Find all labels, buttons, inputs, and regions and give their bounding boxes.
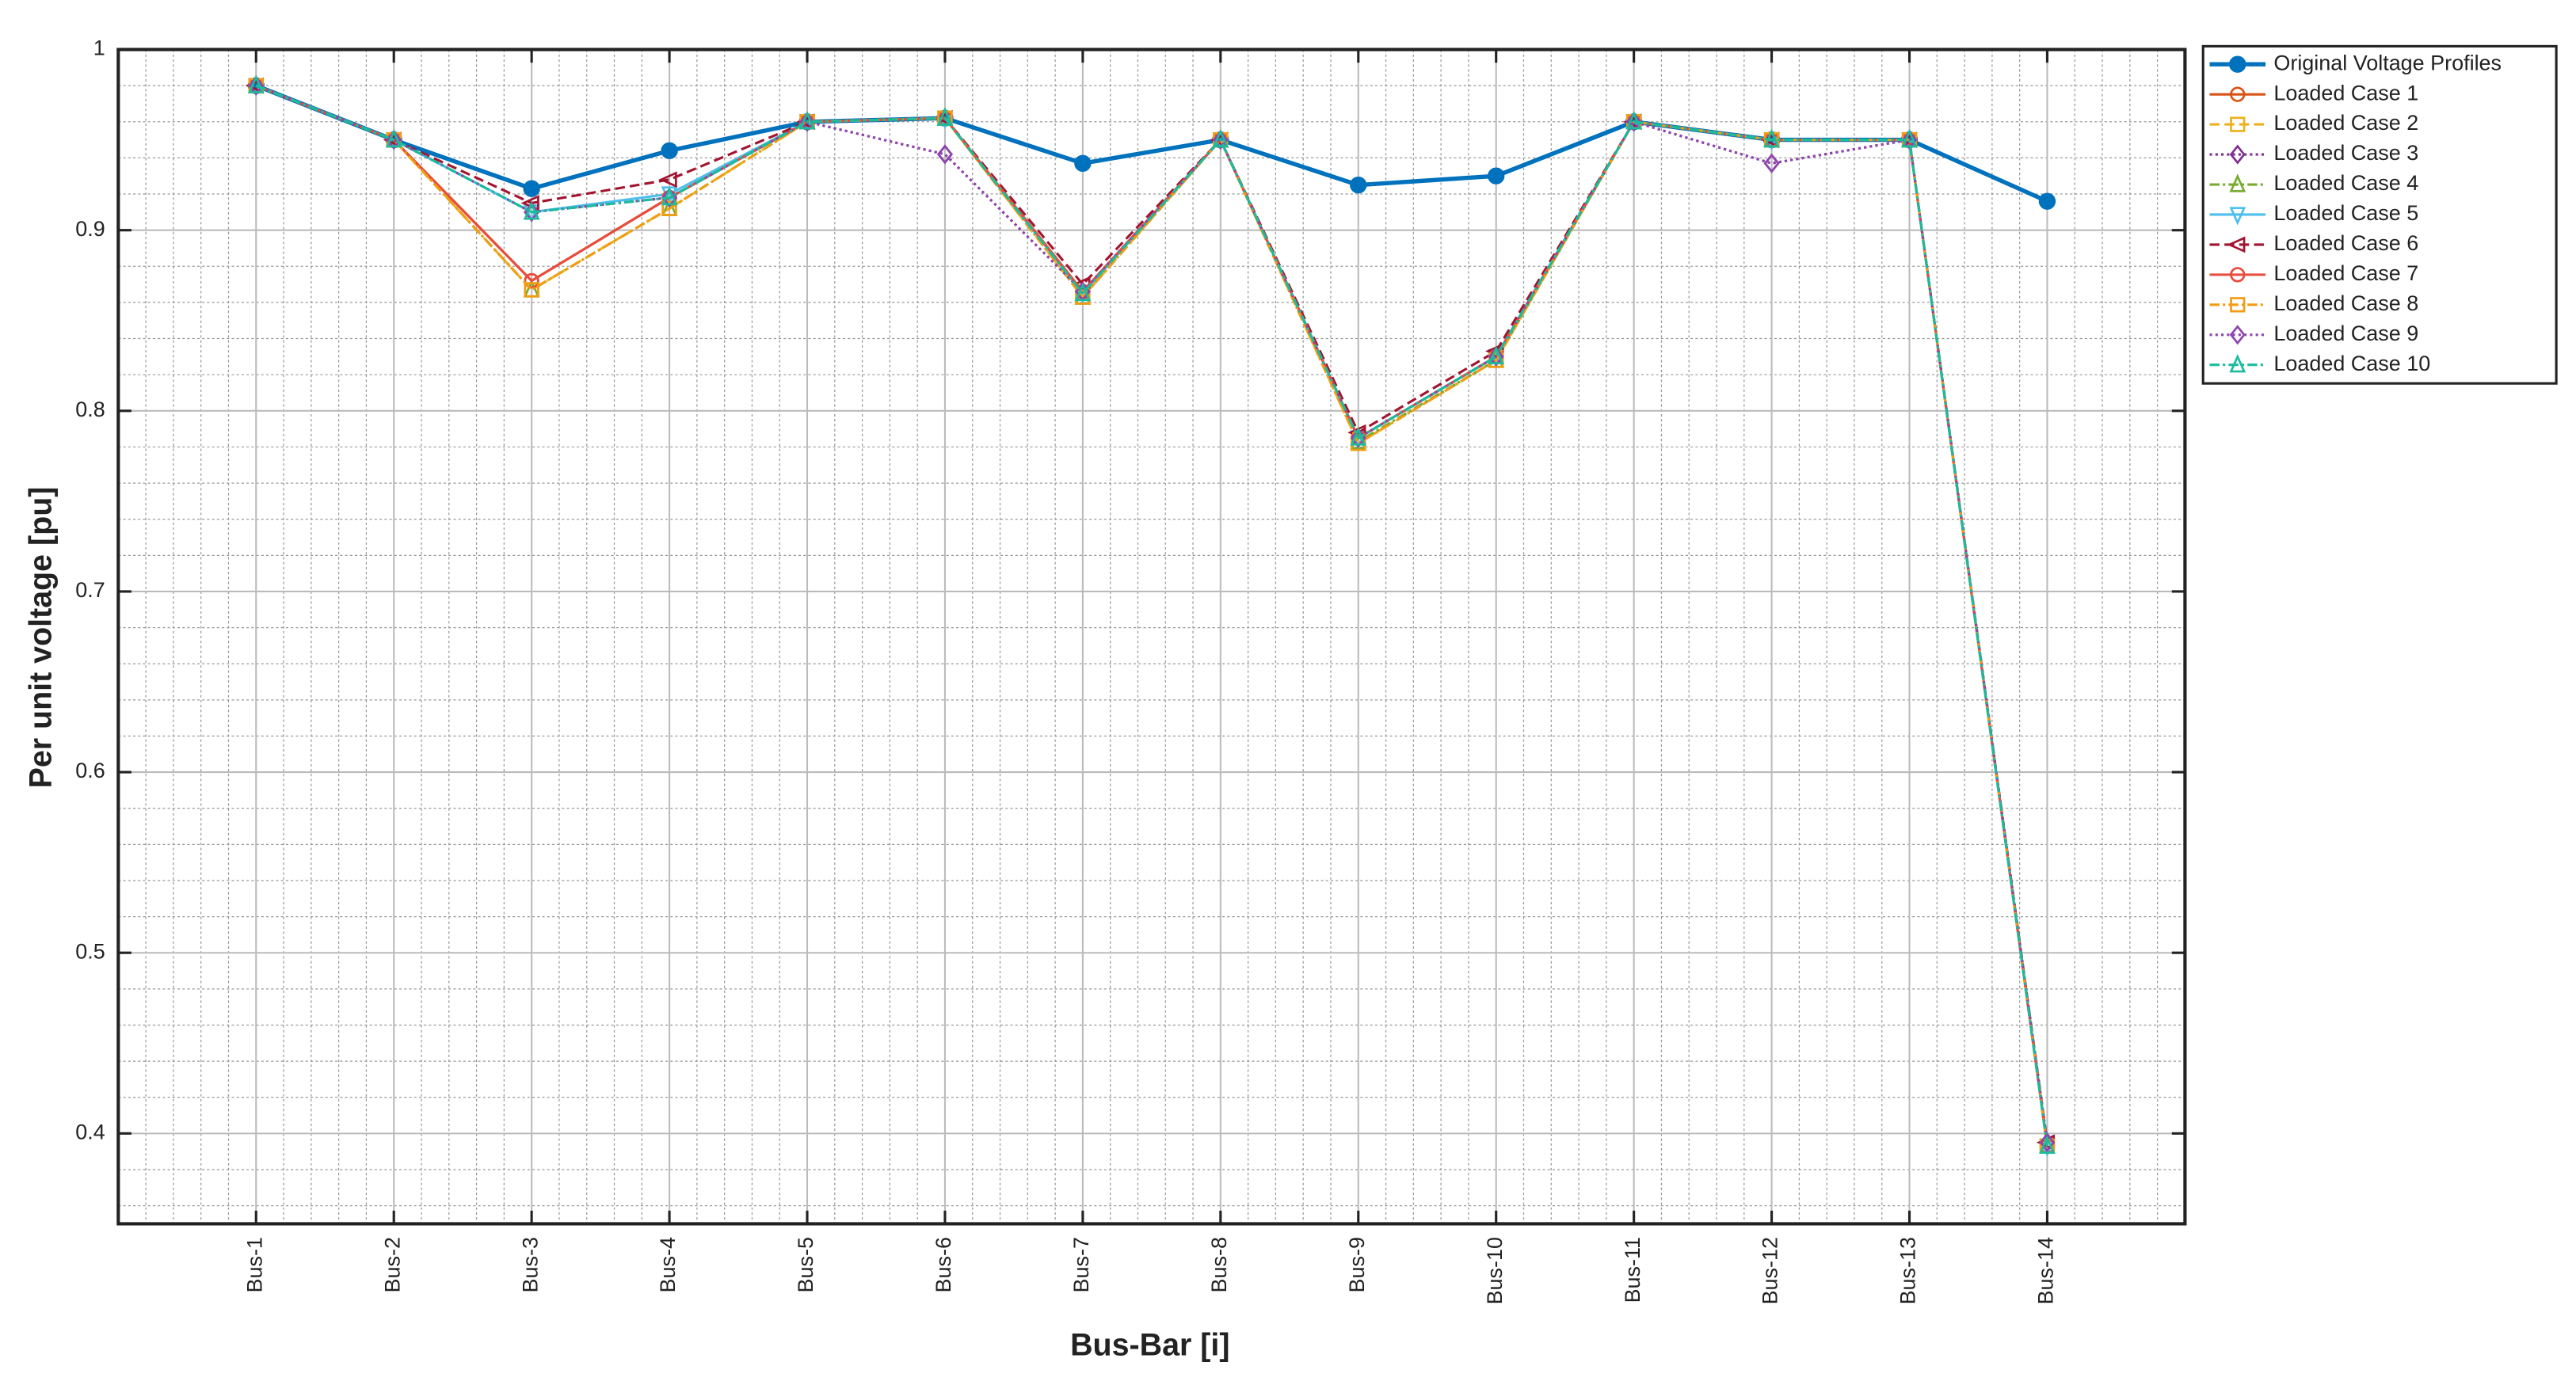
legend-label: Loaded Case 1 <box>2273 81 2418 105</box>
x-tick-label: Bus-4 <box>656 1237 680 1292</box>
marker <box>658 171 677 188</box>
marker <box>2038 192 2056 210</box>
marker <box>1488 167 1505 185</box>
marker <box>247 74 265 93</box>
y-tick-label: 1 <box>93 36 105 60</box>
x-tick-label: Bus-3 <box>518 1237 542 1292</box>
legend-label: Loaded Case 6 <box>2273 231 2418 255</box>
marker <box>1763 153 1780 173</box>
plot <box>245 74 2056 1158</box>
marker <box>2229 55 2246 73</box>
marker <box>385 128 402 148</box>
y-tick-label: 0.8 <box>75 398 105 421</box>
marker <box>2230 86 2246 102</box>
marker <box>2230 297 2246 313</box>
marker <box>386 130 402 150</box>
marker <box>1074 282 1092 302</box>
marker <box>2230 116 2246 132</box>
y-tick-label: 0.7 <box>75 578 105 602</box>
series-line <box>255 84 2048 1143</box>
marker <box>1488 346 1504 367</box>
marker <box>2227 236 2246 253</box>
legend-label: Loaded Case 7 <box>2273 261 2418 285</box>
legend-label: Original Voltage Profiles <box>2273 51 2502 74</box>
marker <box>1625 111 1643 130</box>
marker <box>524 272 539 289</box>
x-axis-label: Bus-Bar [i] <box>1070 1327 1229 1362</box>
marker <box>1901 128 1918 148</box>
y-tick-label: 0.6 <box>75 759 105 782</box>
legend-label: Loaded Case 2 <box>2273 111 2418 135</box>
marker <box>1350 427 1367 446</box>
marker <box>2039 1132 2056 1153</box>
marker <box>1763 128 1780 148</box>
marker <box>2229 325 2246 345</box>
marker <box>2230 267 2246 283</box>
marker <box>798 111 816 130</box>
legend-label: Loaded Case 8 <box>2273 291 2418 315</box>
marker <box>2229 207 2246 226</box>
marker <box>2229 354 2246 373</box>
marker <box>798 112 816 132</box>
marker <box>936 144 953 165</box>
marker <box>1212 130 1229 150</box>
y-tick-label: 0.9 <box>75 217 105 241</box>
marker <box>936 107 954 126</box>
marker <box>1212 128 1229 148</box>
legend-label: Loaded Case 3 <box>2273 141 2418 165</box>
series-line <box>255 84 2048 1147</box>
legend-label: Loaded Case 10 <box>2273 352 2430 375</box>
y-tick-label: 0.4 <box>75 1120 105 1143</box>
y-tick-label: 0.5 <box>75 939 105 963</box>
legend-label: Loaded Case 9 <box>2273 322 2418 345</box>
marker <box>1075 289 1091 305</box>
marker <box>248 75 265 96</box>
x-tick-label: Bus-10 <box>1483 1237 1507 1304</box>
marker <box>2039 1135 2056 1154</box>
marker <box>661 188 678 208</box>
x-tick-label: Bus-6 <box>932 1237 955 1292</box>
marker <box>1350 176 1367 194</box>
legend-label: Loaded Case 4 <box>2273 171 2418 195</box>
marker <box>661 142 678 159</box>
marker <box>523 180 540 197</box>
legend-label: Loaded Case 5 <box>2273 201 2418 225</box>
y-axis-label: Per unit voltage [pu] <box>23 487 58 789</box>
marker <box>1488 345 1505 365</box>
marker <box>523 201 540 220</box>
marker <box>524 282 539 298</box>
plot-frame <box>116 48 2187 1226</box>
legend-box <box>2201 44 2558 385</box>
marker <box>661 186 678 206</box>
x-tick-label: Bus-14 <box>2034 1237 2058 1304</box>
marker <box>1074 154 1092 172</box>
x-tick-label: Bus-5 <box>794 1237 817 1292</box>
x-tick-label: Bus-12 <box>1759 1237 1782 1304</box>
grid: 0.4 0.5 0.6 0.7 0.8 0.9 1 Bus-1 Bus-2 Bus-3 Bus-4 B… <box>75 36 2187 1304</box>
legend: Original Voltage Profiles Loaded Case 1 Lo… <box>2201 44 2558 385</box>
x-tick-label: Bus-9 <box>1345 1237 1369 1292</box>
x-tick-label: Bus-13 <box>1896 1237 1920 1304</box>
marker <box>1625 112 1642 132</box>
x-tick-label: Bus-8 <box>1207 1237 1231 1292</box>
marker <box>2229 173 2246 192</box>
x-tick-label: Bus-1 <box>242 1237 266 1292</box>
x-tick-label: Bus-11 <box>1621 1237 1644 1303</box>
marker <box>661 200 677 216</box>
marker <box>2229 144 2246 165</box>
x-tick-label: Bus-7 <box>1069 1237 1093 1292</box>
x-tick-label: Bus-2 <box>380 1237 404 1292</box>
